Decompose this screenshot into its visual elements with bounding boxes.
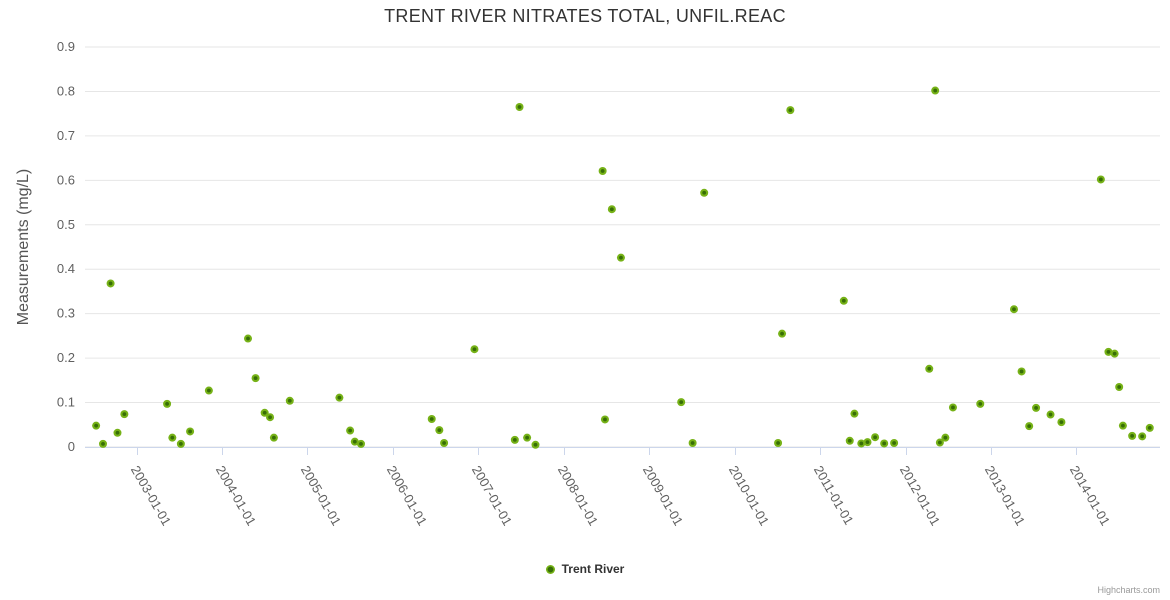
data-point[interactable] [976, 399, 985, 408]
y-tick-label: 0.4 [57, 261, 75, 276]
data-point[interactable] [1118, 421, 1127, 430]
y-tick-label: 0.7 [57, 128, 75, 143]
series-marker-icon [545, 564, 555, 574]
data-point[interactable] [99, 439, 108, 448]
data-point[interactable] [204, 386, 213, 395]
x-tick-label: 2012-01-01 [897, 463, 943, 528]
data-point[interactable] [700, 188, 709, 197]
y-axis-title: Measurements (mg/L) [15, 168, 32, 326]
data-point[interactable] [845, 436, 854, 445]
data-point[interactable] [616, 253, 625, 262]
x-tick-label: 2007-01-01 [469, 463, 515, 528]
x-tick-label: 2011-01-01 [811, 463, 857, 527]
data-point[interactable] [120, 410, 129, 419]
data-point[interactable] [931, 86, 940, 95]
data-point[interactable] [1128, 431, 1137, 440]
data-point[interactable] [871, 433, 880, 442]
data-point[interactable] [839, 296, 848, 305]
data-point[interactable] [266, 413, 275, 422]
chart-title: TRENT RIVER NITRATES TOTAL, UNFIL.REAC [384, 6, 786, 26]
data-point[interactable] [269, 433, 278, 442]
x-tick-label: 2004-01-01 [213, 463, 259, 528]
data-point[interactable] [163, 399, 172, 408]
data-point[interactable] [176, 439, 185, 448]
data-point[interactable] [774, 439, 783, 447]
data-point[interactable] [1115, 383, 1124, 391]
data-point[interactable] [106, 279, 115, 288]
data-point[interactable] [778, 329, 787, 338]
data-point[interactable] [1010, 305, 1019, 314]
x-tick-label: 2009-01-01 [640, 463, 686, 528]
data-point[interactable] [1057, 418, 1066, 427]
data-point[interactable] [186, 427, 195, 436]
data-point[interactable] [1145, 423, 1154, 432]
data-point[interactable] [890, 439, 899, 447]
y-tick-label: 0.9 [57, 39, 75, 54]
data-point[interactable] [92, 421, 101, 430]
data-point[interactable] [515, 103, 524, 111]
data-point[interactable] [688, 439, 697, 447]
data-point[interactable] [168, 433, 177, 442]
x-tick-label: 2014-01-01 [1067, 463, 1113, 528]
data-point[interactable] [941, 433, 950, 442]
y-tick-label: 0.8 [57, 83, 75, 98]
data-point[interactable] [935, 438, 944, 447]
data-point[interactable] [435, 426, 444, 435]
credits-link[interactable]: Highcharts.com [1097, 585, 1160, 595]
data-point[interactable] [346, 426, 355, 435]
y-tick-label: 0.1 [57, 395, 75, 410]
data-point[interactable] [427, 415, 436, 423]
data-point[interactable] [510, 435, 519, 444]
data-point[interactable] [1096, 175, 1105, 184]
legend-item-trent-river[interactable]: Trent River [545, 562, 625, 576]
data-point[interactable] [260, 408, 269, 417]
data-point[interactable] [356, 439, 365, 448]
legend: Trent River [0, 562, 1170, 576]
data-point[interactable] [335, 393, 344, 402]
data-point[interactable] [786, 106, 795, 115]
data-point[interactable] [470, 345, 479, 354]
data-point[interactable] [251, 374, 260, 383]
x-tick-label: 2010-01-01 [726, 463, 772, 528]
data-point[interactable] [1017, 367, 1026, 376]
data-point[interactable] [607, 205, 616, 214]
data-point[interactable] [1138, 432, 1147, 441]
y-tick-label: 0.5 [57, 217, 75, 232]
x-tick-label: 2006-01-01 [384, 463, 430, 528]
data-point[interactable] [440, 439, 449, 447]
data-point[interactable] [598, 167, 607, 175]
x-tick-label: 2008-01-01 [555, 463, 601, 528]
x-tick-label: 2003-01-01 [128, 463, 174, 528]
x-tick-label: 2013-01-01 [982, 463, 1028, 528]
data-point[interactable] [677, 398, 686, 407]
data-point[interactable] [863, 438, 872, 447]
data-point[interactable] [850, 409, 859, 418]
data-point[interactable] [600, 415, 609, 424]
data-point[interactable] [880, 439, 889, 448]
y-tick-label: 0.3 [57, 306, 75, 321]
data-point[interactable] [857, 439, 866, 448]
data-point[interactable] [113, 428, 122, 437]
data-point[interactable] [1110, 349, 1119, 358]
data-point[interactable] [925, 364, 934, 373]
data-point[interactable] [243, 334, 252, 343]
x-tick-label: 2005-01-01 [298, 463, 344, 528]
y-tick-label: 0.6 [57, 172, 75, 187]
legend-item-label: Trent River [561, 562, 625, 576]
data-point[interactable] [285, 396, 294, 405]
y-tick-label: 0.2 [57, 350, 75, 365]
data-point[interactable] [523, 433, 532, 442]
data-point[interactable] [1032, 403, 1041, 412]
y-tick-label: 0 [68, 439, 75, 454]
data-point[interactable] [1104, 347, 1113, 356]
data-point[interactable] [531, 440, 540, 449]
data-point[interactable] [1046, 410, 1055, 419]
data-point[interactable] [350, 437, 359, 446]
data-point[interactable] [948, 403, 957, 412]
data-point[interactable] [1025, 422, 1034, 431]
